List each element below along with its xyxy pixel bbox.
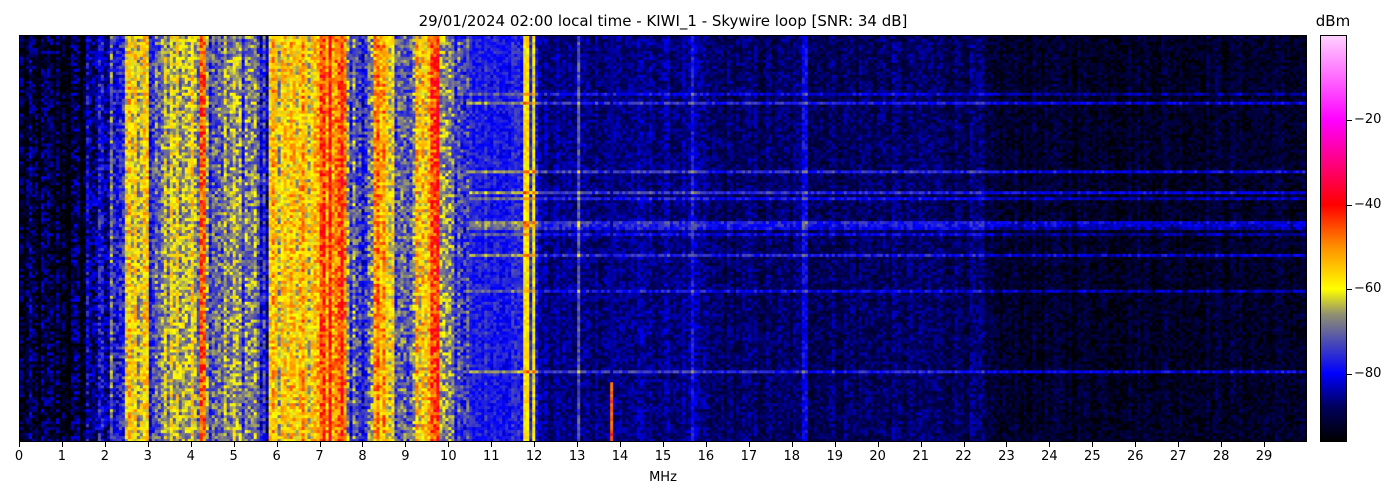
x-tick bbox=[1178, 442, 1180, 447]
x-tick-label: 12 bbox=[525, 449, 543, 464]
colorbar-tick-label: −60 bbox=[1354, 281, 1382, 297]
x-tick bbox=[791, 442, 793, 447]
x-tick bbox=[1092, 442, 1094, 447]
x-tick bbox=[663, 442, 664, 447]
x-tick bbox=[448, 442, 450, 447]
colorbar-tick-label: −40 bbox=[1354, 196, 1382, 212]
colorbar-label: dBm bbox=[1315, 12, 1351, 30]
chart-title: 29/01/2024 02:00 local time - KIWI_1 - S… bbox=[418, 12, 908, 30]
x-tick bbox=[748, 442, 750, 447]
x-tick bbox=[620, 442, 622, 447]
colorbar-tick bbox=[1347, 374, 1352, 376]
x-tick bbox=[577, 442, 579, 447]
x-tick-label: 27 bbox=[1169, 449, 1187, 464]
x-tick-label: 25 bbox=[1084, 449, 1101, 464]
x-tick bbox=[1135, 442, 1137, 447]
x-tick bbox=[19, 442, 20, 447]
x-tick bbox=[834, 442, 836, 447]
x-tick-label: 28 bbox=[1212, 449, 1230, 464]
x-tick-label: 13 bbox=[568, 449, 586, 464]
colorbar bbox=[1320, 35, 1347, 442]
x-tick bbox=[963, 442, 965, 447]
x-tick bbox=[1221, 442, 1223, 447]
x-tick-label: 3 bbox=[143, 449, 152, 464]
x-tick-label: 18 bbox=[783, 449, 801, 464]
x-tick-label: 20 bbox=[869, 449, 886, 464]
x-tick-label: 1 bbox=[57, 449, 67, 464]
x-tick-label: 7 bbox=[315, 449, 324, 464]
x-tick bbox=[405, 442, 407, 447]
x-tick-label: 26 bbox=[1126, 449, 1144, 464]
colorbar-tick-label: −20 bbox=[1354, 111, 1382, 127]
x-tick bbox=[705, 442, 707, 447]
colorbar-tick-label: −80 bbox=[1354, 366, 1382, 382]
x-tick-label: 24 bbox=[1041, 449, 1058, 464]
x-tick-label: 10 bbox=[440, 449, 457, 464]
x-tick-label: 11 bbox=[482, 449, 500, 464]
x-tick-label: 17 bbox=[740, 449, 758, 464]
x-tick bbox=[877, 442, 879, 447]
x-tick-label: 23 bbox=[998, 449, 1015, 464]
x-tick bbox=[491, 442, 493, 447]
x-tick bbox=[534, 442, 536, 447]
x-tick-label: 16 bbox=[697, 449, 715, 464]
x-tick-label: 8 bbox=[358, 449, 367, 464]
waterfall-canvas bbox=[20, 36, 1306, 441]
x-tick-label: 2 bbox=[100, 449, 109, 464]
x-tick bbox=[104, 442, 106, 447]
x-tick bbox=[1264, 442, 1266, 447]
x-tick bbox=[319, 442, 321, 447]
x-tick-label: 4 bbox=[186, 449, 195, 464]
x-tick-label: 22 bbox=[955, 449, 972, 464]
x-tick bbox=[190, 442, 192, 447]
x-tick-label: 15 bbox=[654, 449, 672, 464]
x-tick bbox=[61, 442, 63, 447]
x-tick-label: 29 bbox=[1255, 449, 1273, 464]
x-tick bbox=[1006, 442, 1008, 447]
colorbar-tick bbox=[1347, 289, 1352, 291]
x-tick bbox=[362, 442, 364, 447]
x-tick bbox=[276, 442, 278, 447]
colorbar-tick bbox=[1347, 204, 1352, 206]
x-tick-label: 5 bbox=[229, 449, 238, 464]
x-tick-label: 6 bbox=[272, 449, 281, 464]
x-tick bbox=[147, 442, 149, 447]
x-tick bbox=[233, 442, 235, 447]
x-tick-label: 14 bbox=[611, 449, 629, 464]
x-tick bbox=[920, 442, 922, 447]
x-tick-label: 9 bbox=[401, 449, 410, 464]
x-tick-label: 19 bbox=[826, 449, 843, 464]
x-tick-label: 21 bbox=[912, 449, 929, 464]
x-tick bbox=[1049, 442, 1051, 447]
spectrogram-heatmap bbox=[19, 35, 1307, 442]
colorbar-tick bbox=[1347, 119, 1352, 121]
x-axis-label: MHz bbox=[649, 470, 677, 485]
x-tick-label: 0 bbox=[14, 449, 24, 464]
